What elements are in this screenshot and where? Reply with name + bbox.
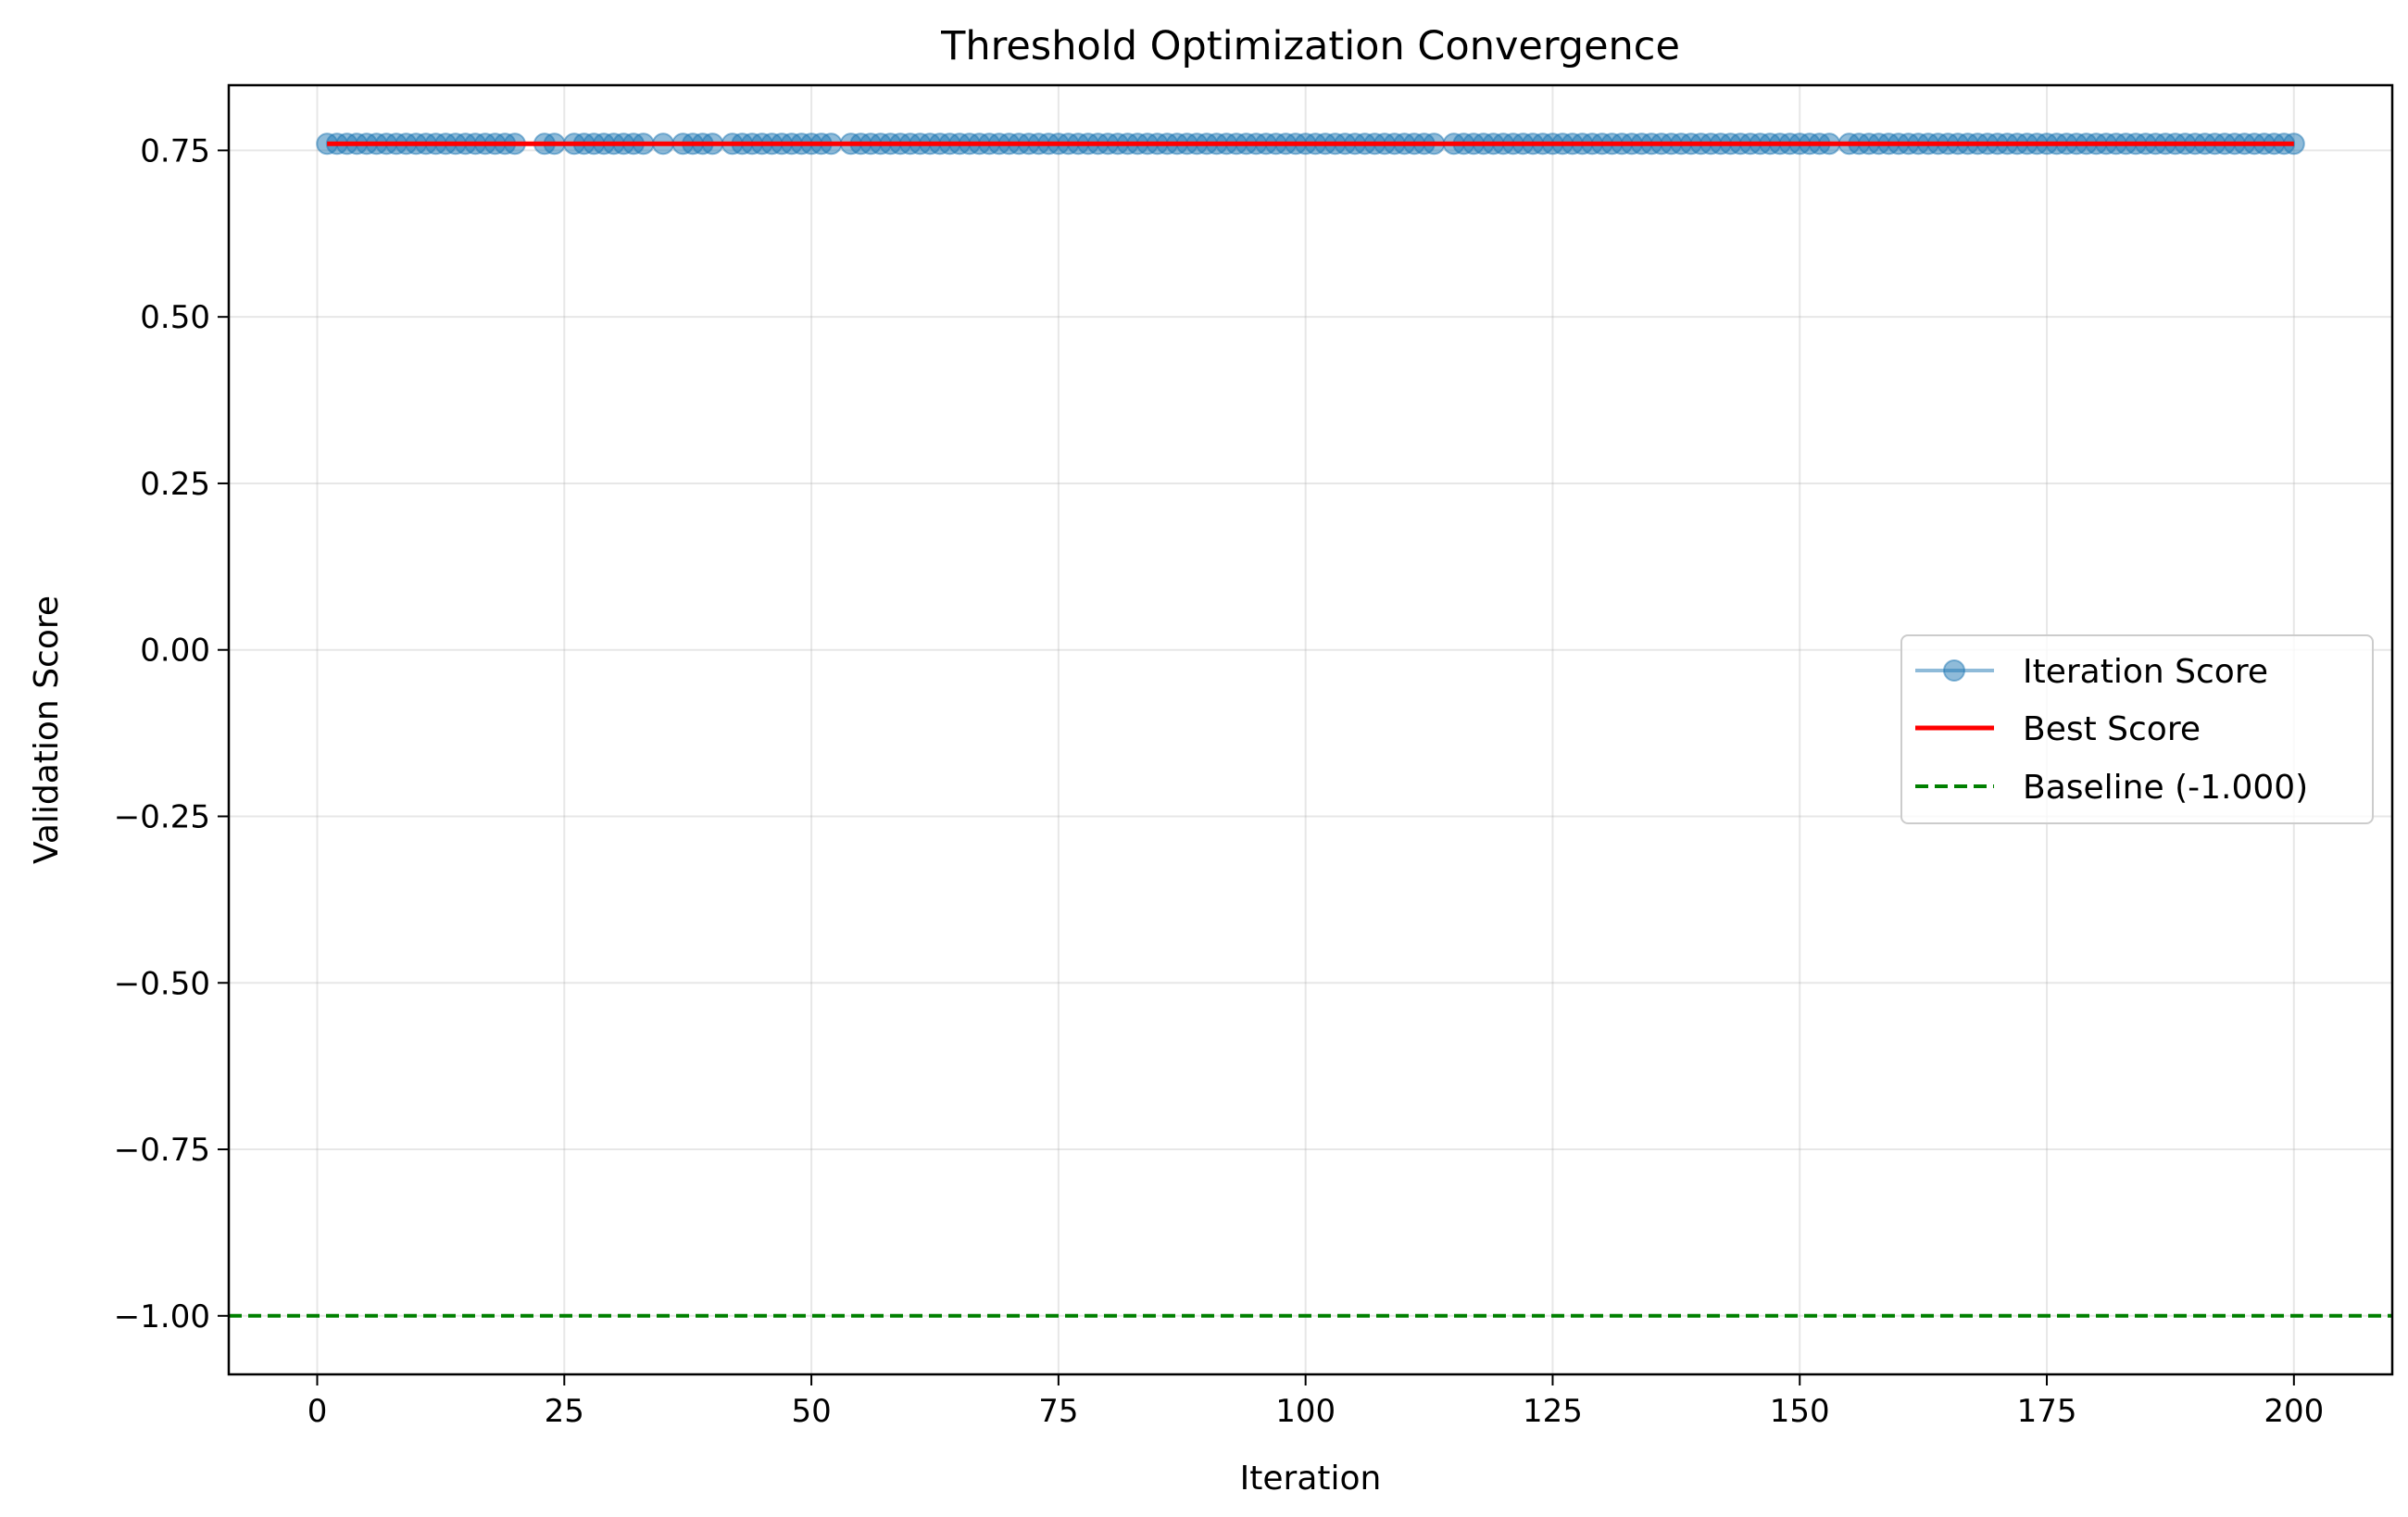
x-tick-label: 175 [2017,1393,2077,1430]
x-axis-label: Iteration [1240,1460,1382,1498]
x-tick-label: 25 [545,1393,584,1430]
x-tick-label: 200 [2264,1393,2324,1430]
y-tick-label: 0.25 [140,466,210,503]
legend-item-best-score: Best Score [1915,710,2201,748]
legend-iteration-score-label: Iteration Score [2023,653,2268,691]
y-tick-label: 0.75 [140,132,210,169]
y-tick-label: −0.75 [114,1132,210,1169]
x-tick-label: 50 [791,1393,831,1430]
plot-frame [227,83,2394,1376]
legend-item-baseline: Baseline (-1.000) [1915,769,2308,807]
y-tick-label: −0.25 [114,798,210,835]
x-tick-label: 75 [1038,1393,1078,1430]
legend-baseline-label: Baseline (-1.000) [2023,769,2308,807]
chart-title: Threshold Optimization Convergence [940,23,1680,69]
legend-iteration-score-marker [1943,659,1965,682]
legend-best-score-label: Best Score [2023,710,2201,748]
legend: Iteration Score Best Score Baseline (-1.… [1900,634,2374,824]
y-axis-label: Validation Score [28,596,66,864]
y-tick-label: 0.00 [140,633,210,670]
legend-frame [1900,634,2374,824]
x-tick-label: 150 [1770,1393,1830,1430]
y-axis-ticks: 0.75 0.50 0.25 0.00 −0.25 −0.50 −0.75 −1.00 [114,132,229,1335]
y-tick-label: 0.50 [140,299,210,336]
y-tick-label: −0.50 [114,965,210,1002]
x-axis-ticks: 0 25 50 75 100 125 150 175 200 [307,1374,2324,1430]
x-tick-label: 0 [307,1393,328,1430]
series-layer [316,132,2305,156]
y-tick-label: −1.00 [114,1298,210,1335]
legend-item-iteration-score: Iteration Score [1915,653,2268,691]
x-tick-label: 125 [1523,1393,1583,1430]
x-tick-label: 100 [1275,1393,1336,1430]
